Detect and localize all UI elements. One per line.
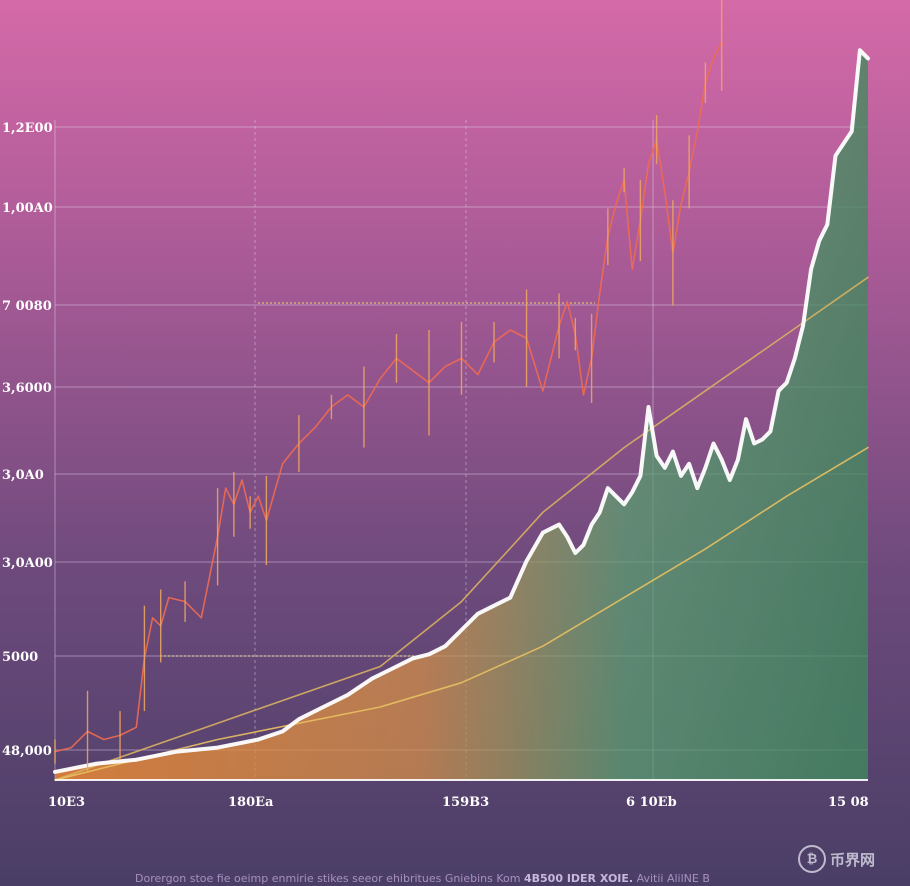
y-tick-label: 3,0A00 [2,556,53,571]
y-tick-label: 48,000 [2,744,52,759]
series-lines [53,0,870,781]
x-tick-label: 6 10Eb [626,795,677,810]
y-tick-label: 3,6000 [2,381,52,396]
y-axis-ticks: 1,2E00 1,00A0 7 0080 3,6000 3,0A0 3,0A00 5000 4… [2,121,53,759]
caption-bold: 4B500 IDER XOIE. [523,872,634,885]
x-tick-label: 15 08 [828,795,869,810]
bitcoin-icon: ₿ [798,845,826,873]
x-axis-ticks: 10E3 180Ea 159B3 6 10Eb 15 08 [48,795,869,810]
series-line-2 [54,446,869,781]
y-tick-label: 1,00A0 [2,201,53,216]
caption-text: Dorergon stoe fie oeimp enmirie stikes s… [135,872,521,885]
y-tick-label: 1,2E00 [2,121,53,136]
area-fills [55,50,868,781]
y-tick-label: 7 0080 [2,299,52,314]
y-tick-label: 3,0A0 [2,468,44,483]
footer-caption: Dorergon stoe fie oeimp enmirie stikes s… [135,872,710,885]
watermark-text: 币界网 [830,850,876,869]
watermark-logo: ₿ 币界网 [798,844,902,874]
caption-tail: Avitii AlilNE B [636,872,710,885]
x-tick-label: 159B3 [442,795,489,810]
area-fill-main [55,50,868,781]
x-tick-label: 180Ea [228,795,274,810]
series-line-3 [54,276,869,781]
series-line-0 [53,48,870,774]
y-tick-label: 5000 [2,650,38,665]
x-tick-label: 10E3 [48,795,85,810]
